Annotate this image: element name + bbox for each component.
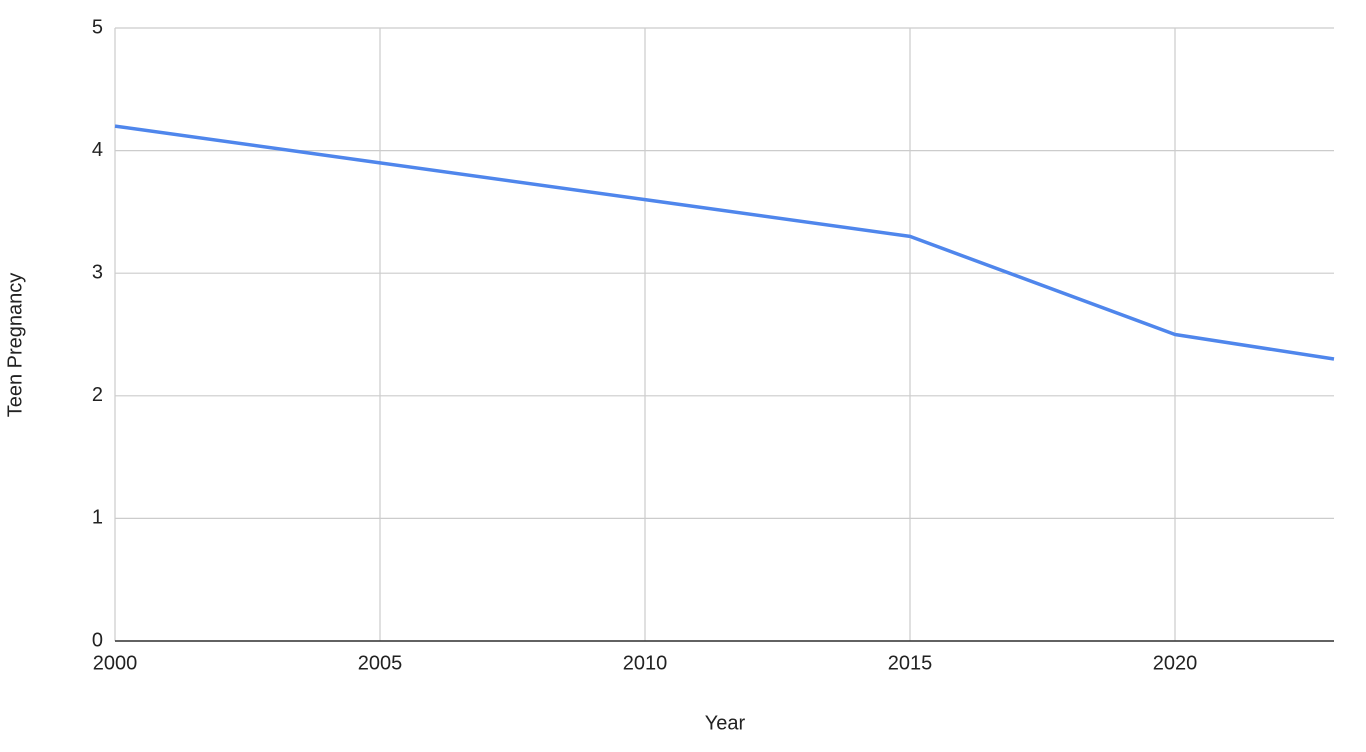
x-axis-title: Year xyxy=(705,712,746,734)
x-tick-label: 2020 xyxy=(1153,652,1198,674)
y-tick-label: 2 xyxy=(92,384,103,406)
data-line xyxy=(114,124,1335,361)
y-tick-label: 4 xyxy=(92,139,103,161)
x-tick-label: 2015 xyxy=(888,652,933,674)
y-tick-label: 3 xyxy=(92,261,103,283)
x-tick-label: 2005 xyxy=(358,652,403,674)
x-tick-label: 2000 xyxy=(93,652,138,674)
y-tick-label: 1 xyxy=(92,507,103,529)
y-tick-label: 0 xyxy=(92,629,103,651)
x-tick-label: 2010 xyxy=(623,652,668,674)
y-axis-title: Teen Pregnancy xyxy=(4,273,26,418)
y-tick-label: 5 xyxy=(92,16,103,38)
